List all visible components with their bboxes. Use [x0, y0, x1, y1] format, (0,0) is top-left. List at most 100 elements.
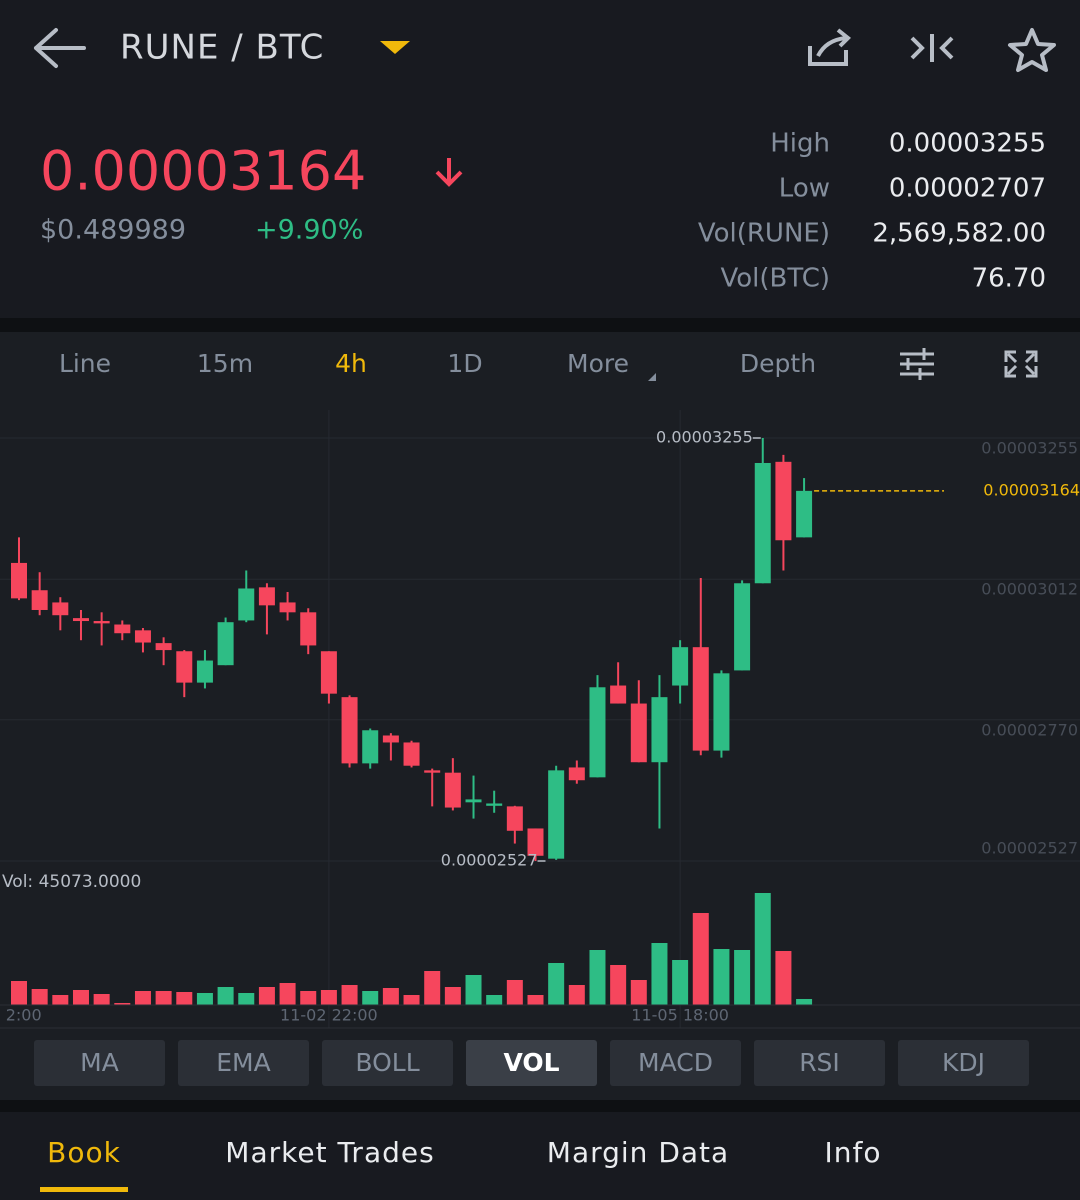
stats: High 0.00003255 Low 0.00002707 Vol(RUNE) 2,56…	[698, 129, 1046, 294]
indicator-button[interactable]: KDJ	[898, 1040, 1029, 1086]
y-tick-label: 0.00002770	[981, 720, 1078, 739]
volume-bar	[300, 991, 317, 1005]
last-price: 0.00003164	[40, 140, 366, 203]
indicator-button-bg	[610, 1040, 741, 1086]
bottom-bg	[0, 1112, 1080, 1200]
active-tab-underline	[40, 1187, 128, 1192]
y-tick-label: 0.00002527	[981, 839, 1078, 858]
favorite-button[interactable]	[1008, 28, 1056, 72]
fullscreen-icon	[1004, 350, 1038, 378]
separator	[0, 318, 1080, 332]
interval-tab[interactable]: Line	[59, 349, 111, 378]
indicator-button[interactable]: RSI	[754, 1040, 885, 1086]
indicator-label: MA	[80, 1048, 119, 1077]
back-button[interactable]	[34, 28, 86, 68]
x-tick-label: 2:00	[6, 1006, 42, 1025]
candle-body	[589, 687, 606, 778]
volume-bar	[258, 987, 275, 1005]
high-label: 0.00003255	[656, 428, 753, 447]
volume-bar	[424, 971, 441, 1005]
volume-bar	[93, 994, 110, 1005]
back-icon	[34, 28, 86, 68]
interval-tabs: Line 15m 4h 1D More Depth	[59, 349, 816, 381]
candle-body	[754, 462, 771, 584]
candle-body	[775, 461, 792, 541]
candlestick-chart: 0.00003255 0.00003012 0.00002770 0.00002527…	[0, 410, 1080, 1028]
candle-body	[362, 730, 379, 764]
interval-tab[interactable]: Depth	[740, 349, 816, 378]
volume-bar	[72, 990, 89, 1005]
volume-bar	[796, 998, 813, 1005]
bottom-tab[interactable]: Margin Data	[547, 1136, 729, 1169]
candle-body	[610, 685, 627, 704]
interval-tab[interactable]: 15m	[197, 349, 253, 378]
volume-bar	[734, 950, 751, 1005]
candle-body	[424, 770, 441, 773]
indicator-label: BOLL	[355, 1048, 419, 1077]
candle-body	[155, 643, 172, 651]
indicator-button[interactable]: EMA	[178, 1040, 309, 1086]
volume-bar	[672, 960, 689, 1005]
candle-body	[713, 673, 730, 751]
candle-body	[465, 799, 482, 803]
bottom-tab[interactable]: Info	[825, 1136, 882, 1169]
volume-bar	[155, 991, 172, 1005]
candle-body	[93, 621, 110, 624]
bottom-tab[interactable]: Book	[47, 1136, 121, 1169]
indicator-button-bg	[34, 1040, 165, 1086]
volume-bar	[403, 995, 420, 1005]
candle-body	[486, 803, 503, 806]
indicator-button-bg	[754, 1040, 885, 1086]
candle-body	[734, 583, 751, 671]
compare-button[interactable]	[910, 34, 954, 62]
candle-body	[134, 630, 151, 643]
candle-body	[403, 742, 420, 766]
interval-tab[interactable]: 1D	[447, 349, 482, 378]
indicator-button[interactable]: MA	[34, 1040, 165, 1086]
share-button[interactable]	[808, 28, 851, 66]
volume-bar	[341, 985, 358, 1005]
volume-bar	[320, 990, 337, 1005]
volume-bar	[196, 993, 213, 1005]
stat-label: Vol(BTC)	[720, 264, 830, 294]
stat-label: High	[770, 129, 830, 159]
indicator-label: EMA	[216, 1048, 270, 1077]
candle-body	[382, 735, 399, 743]
candle-body	[320, 651, 337, 694]
pair-title[interactable]: RUNE / BTC	[120, 28, 324, 68]
candle-body	[176, 651, 193, 683]
stat-label: Vol(RUNE)	[698, 219, 830, 249]
indicator-button[interactable]: BOLL	[322, 1040, 453, 1086]
price-change: +9.90%	[255, 215, 363, 246]
volume-bar	[217, 987, 234, 1005]
volume-bar	[548, 963, 565, 1005]
interval-tab[interactable]: 4h	[335, 349, 367, 378]
volume-bar	[692, 913, 709, 1005]
volume-bar	[527, 995, 544, 1005]
indicator-button-bg	[898, 1040, 1029, 1086]
indicator-button[interactable]: MACD	[610, 1040, 741, 1086]
candle-body	[114, 624, 131, 634]
fullscreen-button[interactable]	[1004, 350, 1038, 378]
indicator-button[interactable]: VOL	[466, 1040, 597, 1086]
candle-body	[11, 562, 27, 599]
low-label: 0.00002527	[441, 851, 538, 870]
chart-bg	[0, 332, 1080, 1100]
settings-button[interactable]	[900, 348, 934, 380]
pair-dropdown[interactable]	[380, 41, 410, 54]
x-tick-label: 11-02 22:00	[280, 1006, 378, 1025]
candle-body	[341, 697, 358, 764]
stat-label: Low	[779, 174, 830, 204]
candle-body	[238, 588, 255, 621]
interval-tab[interactable]: More	[567, 349, 629, 378]
price-down-arrow	[435, 158, 463, 187]
volume-bar	[31, 989, 48, 1005]
volume-bar	[775, 951, 792, 1005]
bottom-tab[interactable]: Market Trades	[225, 1136, 434, 1169]
compare-icon	[910, 34, 954, 62]
volume-bar	[589, 950, 606, 1005]
volume-bar	[630, 980, 647, 1005]
share-icon-arrow	[816, 28, 851, 57]
volume-bar	[176, 992, 193, 1005]
share-icon	[808, 46, 848, 66]
